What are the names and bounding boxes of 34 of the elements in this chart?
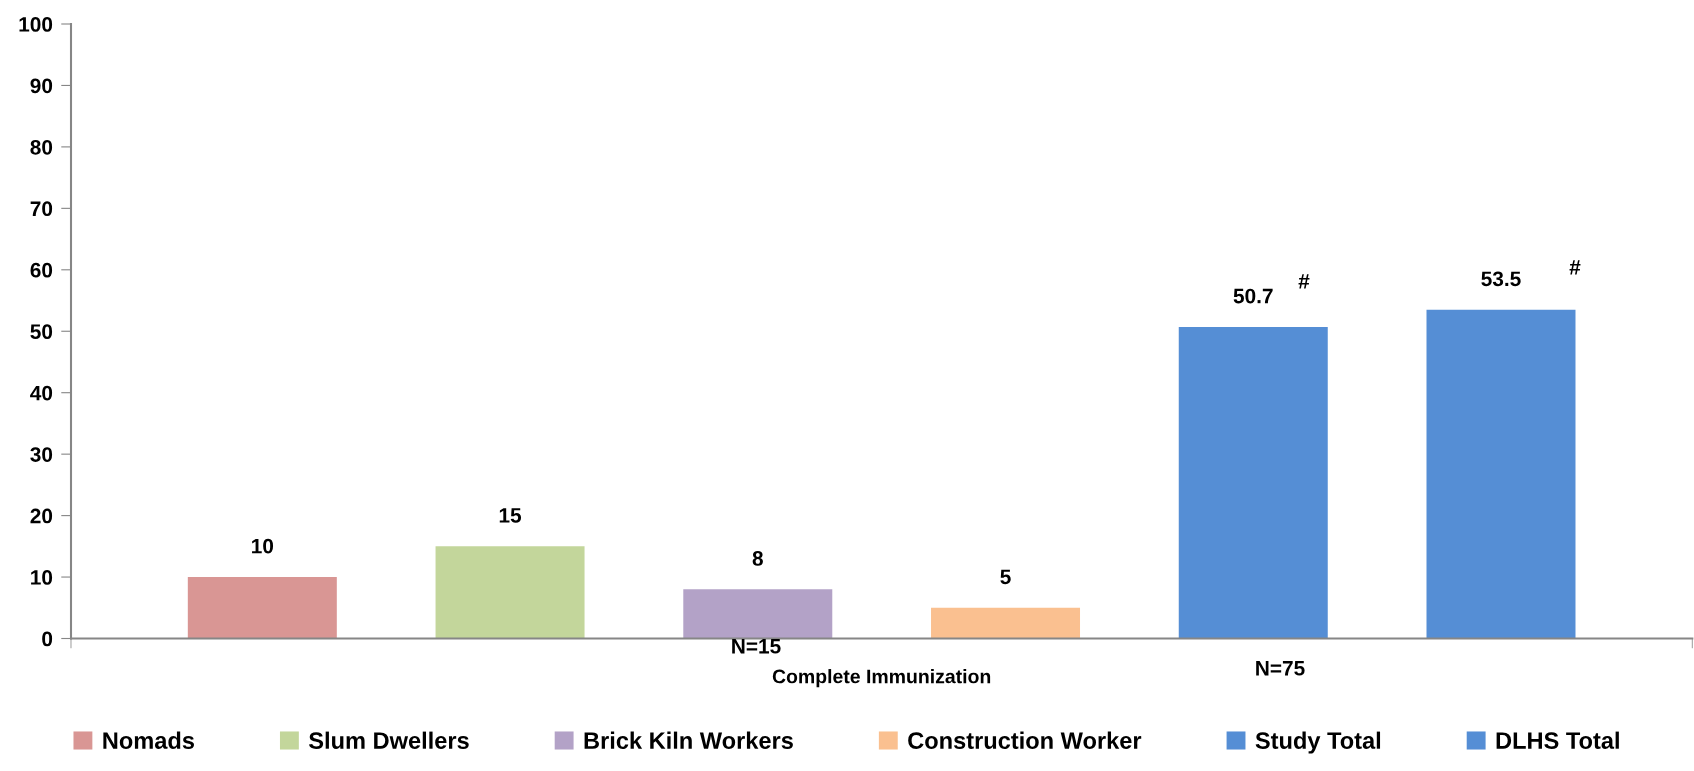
data-label: 5 [1000, 569, 1011, 585]
data-label: 10 [252, 538, 274, 554]
y-tick-label: 60 [30, 262, 53, 278]
bar [1426, 309, 1576, 639]
legend-label: Brick Kiln Workers [584, 731, 793, 749]
bar [1178, 326, 1328, 639]
y-tick-label: 70 [30, 201, 53, 217]
text: N=15 [732, 639, 781, 654]
text: N=75 [1256, 661, 1305, 676]
bar [187, 577, 337, 639]
y-tick-label: 40 [30, 385, 53, 401]
bar [435, 546, 585, 639]
data-label: 53.5 [1481, 271, 1521, 287]
legend-label: DLHS Total [1496, 731, 1619, 749]
y-tick-label: 30 [30, 447, 53, 462]
bar [683, 589, 833, 639]
x-tick-label: Complete Immunization [772, 669, 991, 688]
bar [931, 607, 1081, 639]
legend-label: Study Total [1255, 731, 1381, 754]
y-tick-label: 50 [30, 324, 53, 339]
y-tick-label: 20 [30, 508, 53, 524]
legend-label: Slum Dwellers [308, 731, 469, 749]
y-tick-label: 100 [19, 17, 53, 32]
y-tick-label: 10 [31, 570, 53, 585]
y-tick-label: 80 [30, 139, 53, 155]
annotation: # [1298, 274, 1310, 289]
legend-label: Nomads [103, 731, 194, 749]
data-label: 8 [752, 551, 763, 566]
data-label: 50.7 [1233, 288, 1273, 304]
y-tick-label: 90 [30, 78, 53, 94]
data-label: 15 [499, 508, 522, 523]
annotation: # [1569, 260, 1581, 275]
legend-label: Construction Worker [908, 731, 1142, 749]
y-tick-label: 0 [42, 631, 53, 647]
